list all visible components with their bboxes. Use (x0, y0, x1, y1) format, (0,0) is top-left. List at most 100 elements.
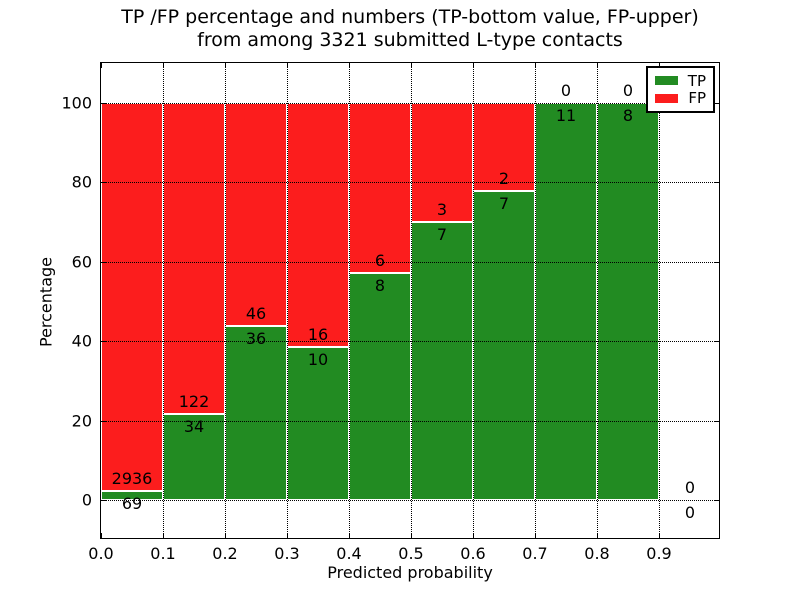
y-axis-label: Percentage (36, 256, 56, 348)
x-tick-mark (163, 63, 164, 68)
bar-segment-tp (473, 191, 535, 501)
x-tick-mark (101, 533, 102, 538)
gridline-y (101, 102, 719, 104)
chart-title: TP /FP percentage and numbers (TP-bottom… (90, 6, 730, 52)
bar-segment-tp (597, 102, 659, 501)
x-tick-label: 0.6 (460, 544, 486, 563)
x-tick-label: 0.8 (584, 544, 610, 563)
x-tick-mark (535, 533, 536, 538)
bar-segment-fp (287, 102, 349, 348)
x-tick-mark (225, 63, 226, 68)
bar-segment-tp (535, 102, 597, 501)
chart-title-line2: from among 3321 submitted L-type contact… (197, 29, 623, 51)
legend-item-fp: FP (655, 90, 706, 106)
legend-label-tp: TP (687, 71, 706, 90)
bar-label-tp: 36 (245, 328, 267, 348)
y-tick-mark (101, 500, 106, 502)
bar-label-tp: 7 (436, 225, 448, 244)
y-tick-label: 0 (81, 490, 92, 510)
x-tick-mark (287, 63, 288, 68)
bar-label-fp: 16 (307, 325, 329, 345)
y-tick-mark (714, 182, 719, 184)
bar-label-tp: 11 (555, 105, 577, 125)
bar-label-fp: 46 (245, 303, 267, 323)
gridline-x (225, 63, 226, 538)
x-tick-mark (659, 63, 660, 68)
bar-label-fp: 0 (622, 80, 634, 100)
bar-segment-fp (101, 102, 163, 492)
bar-segment-tp (101, 491, 163, 501)
x-tick-mark (473, 63, 474, 68)
y-tick-label: 100 (61, 93, 92, 113)
legend-item-tp: TP (655, 73, 706, 89)
x-tick-mark (473, 533, 474, 538)
x-tick-mark (287, 533, 288, 538)
y-tick-label: 20 (71, 411, 92, 431)
bar-label-tp: 0 (684, 503, 696, 523)
plot-area: 2936 69 122 34 46 36 16 10 6 8 3 7 2 7 0 11 0 8 0 0 0 20 40 60 8… (61, 62, 720, 563)
x-tick-mark (659, 533, 660, 538)
bar-label-tp: 10 (307, 350, 329, 370)
x-tick-label: 0.7 (522, 544, 548, 563)
x-tick-mark (163, 533, 164, 538)
bar-label-fp: 122 (178, 391, 210, 411)
x-tick-mark (349, 63, 350, 68)
y-tick-mark (714, 420, 719, 422)
y-tick-mark (714, 102, 719, 104)
bar-segment-tp (287, 347, 349, 501)
gridline-y (101, 341, 719, 343)
x-tick-mark (411, 63, 412, 68)
bar-segment-fp (349, 102, 411, 274)
gridline-y (101, 182, 719, 184)
gridline-x (597, 63, 598, 538)
bar-label-tp: 8 (374, 276, 386, 296)
bar-label-tp: 34 (183, 416, 205, 436)
chart-title-line1: TP /FP percentage and numbers (TP-bottom… (121, 6, 699, 28)
x-tick-mark (225, 533, 226, 538)
gridline-x (349, 63, 350, 538)
x-tick-label: 0.9 (646, 544, 672, 563)
y-tick-mark (101, 182, 106, 184)
bar-label-fp: 2936 (111, 469, 153, 489)
bar-segment-fp (225, 102, 287, 326)
y-tick-mark (714, 341, 719, 343)
x-tick-mark (535, 63, 536, 68)
gridline-x (411, 63, 412, 538)
x-tick-label: 0.2 (212, 544, 238, 563)
bar-segment-tp (411, 222, 473, 501)
gridline-x (473, 63, 474, 538)
gridline-x (287, 63, 288, 538)
gridline-x (163, 63, 164, 538)
x-tick-label: 0.1 (150, 544, 176, 563)
bar-segment-tp (349, 273, 411, 501)
x-tick-mark (101, 63, 102, 68)
bar-label-fp: 0 (560, 80, 572, 100)
y-tick-mark (714, 500, 719, 502)
bar-label-tp: 69 (121, 494, 143, 514)
bar-label-tp: 7 (498, 194, 510, 214)
legend-swatch-tp (655, 76, 678, 86)
legend-label-fp: FP (688, 89, 706, 108)
x-tick-mark (597, 533, 598, 538)
bar-label-fp: 2 (498, 169, 510, 189)
y-tick-mark (101, 420, 106, 422)
x-tick-label: 0.3 (274, 544, 300, 563)
gridline-y (101, 500, 719, 502)
gridline-x (535, 63, 536, 538)
x-tick-label: 0.4 (336, 544, 362, 563)
y-tick-label: 40 (71, 331, 92, 351)
gridline-x (659, 63, 660, 538)
x-tick-label: 0.0 (88, 544, 114, 563)
bar-label-tp: 8 (622, 105, 634, 125)
x-tick-label: 0.5 (398, 544, 424, 563)
y-tick-mark (101, 341, 106, 343)
bar-label-fp: 6 (374, 251, 386, 271)
bar-label-fp: 0 (684, 478, 696, 498)
y-tick-label: 60 (71, 252, 92, 272)
x-tick-mark (597, 63, 598, 68)
gridline-y (101, 420, 719, 422)
x-axis-label: Predicted probability (327, 563, 493, 582)
y-tick-mark (714, 261, 719, 263)
y-tick-mark (101, 102, 106, 104)
